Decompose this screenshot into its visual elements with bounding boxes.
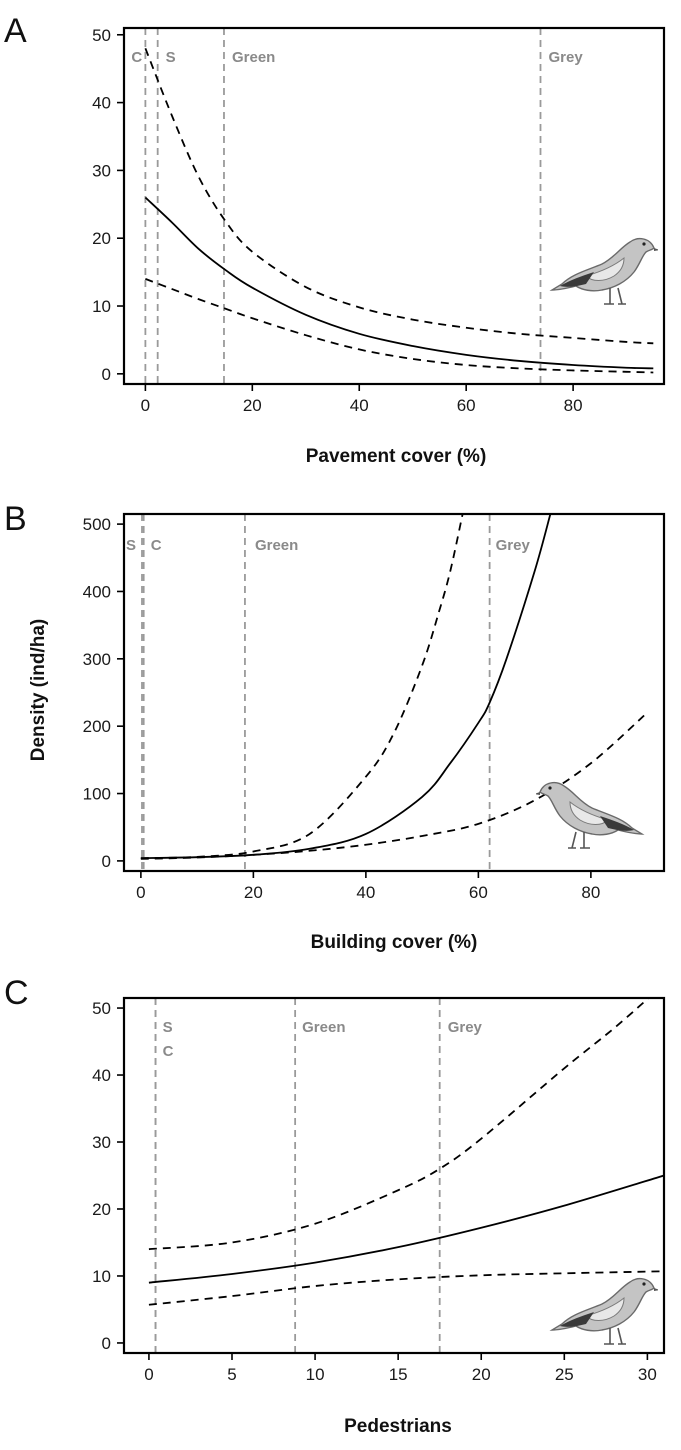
panel-b-x-axis-title: Building cover (%) bbox=[311, 932, 478, 953]
panel-a-x-axis-title: Pavement cover (%) bbox=[306, 446, 487, 467]
y-tick-label: 400 bbox=[83, 582, 111, 601]
panel-b-plot-area bbox=[140, 514, 648, 871]
y-tick-label: 500 bbox=[83, 515, 111, 534]
panel-b: B 0 100 200 300 400 500 0 20 40 60 80 Building co… bbox=[4, 500, 666, 953]
y-tick-label: 10 bbox=[92, 297, 111, 316]
reference-label-grey: Grey bbox=[448, 1019, 483, 1036]
y-tick-label: 100 bbox=[83, 785, 111, 804]
panel-c: C 0 10 20 30 40 50 0 5 10 15 20 25 30 Pedestrians S… bbox=[4, 974, 666, 1437]
panel-a-x-axis: 0 20 40 60 80 bbox=[141, 384, 583, 415]
panel-letter-c: C bbox=[4, 974, 29, 1012]
x-tick-label: 80 bbox=[581, 883, 600, 902]
x-tick-label: 10 bbox=[306, 1365, 325, 1384]
confidence-bound-line bbox=[148, 998, 650, 1251]
confidence-bound-line bbox=[140, 712, 648, 860]
y-tick-label: 10 bbox=[92, 1267, 111, 1286]
x-tick-label: 0 bbox=[136, 883, 145, 902]
x-tick-label: 0 bbox=[144, 1365, 153, 1384]
panel-b-x-axis: 0 20 40 60 80 bbox=[136, 871, 600, 902]
panel-letter-a: A bbox=[4, 12, 27, 50]
reference-label-c: C bbox=[131, 49, 142, 66]
confidence-bound-line bbox=[144, 48, 654, 345]
x-tick-label: 20 bbox=[243, 396, 262, 415]
y-tick-label: 20 bbox=[92, 1200, 111, 1219]
y-tick-label: 0 bbox=[102, 1334, 111, 1353]
reference-label-c: C bbox=[151, 537, 162, 554]
bird-icon bbox=[551, 237, 658, 305]
x-tick-label: 40 bbox=[356, 883, 375, 902]
bird-icon bbox=[551, 1277, 658, 1345]
x-tick-label: 60 bbox=[457, 396, 476, 415]
fitted-line bbox=[148, 1174, 664, 1284]
x-tick-label: 5 bbox=[227, 1365, 236, 1384]
reference-label-grey: Grey bbox=[496, 537, 531, 554]
y-tick-label: 30 bbox=[92, 161, 111, 180]
x-tick-label: 30 bbox=[638, 1365, 657, 1384]
fitted-line bbox=[144, 196, 654, 370]
confidence-bound-line bbox=[140, 514, 464, 860]
y-tick-label: 300 bbox=[83, 650, 111, 669]
reference-label-green: Green bbox=[302, 1019, 345, 1036]
confidence-bound-line bbox=[148, 1270, 664, 1306]
reference-label-c: C bbox=[163, 1043, 174, 1060]
y-tick-label: 30 bbox=[92, 1133, 111, 1152]
y-tick-label: 0 bbox=[102, 852, 111, 871]
panel-b-frame bbox=[122, 512, 666, 873]
panel-c-x-axis: 0 5 10 15 20 25 30 bbox=[144, 1353, 657, 1384]
x-tick-label: 20 bbox=[244, 883, 263, 902]
reference-label-green: Green bbox=[232, 49, 275, 66]
reference-label-s: S bbox=[126, 537, 136, 554]
panel-b-y-axis-title: Density (ind/ha) bbox=[28, 619, 49, 762]
panel-c-frame bbox=[122, 996, 666, 1355]
x-tick-label: 40 bbox=[350, 396, 369, 415]
confidence-bound-line bbox=[145, 278, 654, 374]
y-tick-label: 50 bbox=[92, 26, 111, 45]
panel-letter-b: B bbox=[4, 500, 27, 538]
x-tick-label: 0 bbox=[141, 396, 150, 415]
panel-a-y-axis: 0 10 20 30 40 50 bbox=[92, 26, 124, 384]
bird-icon bbox=[536, 781, 643, 849]
panel-a: A 0 10 20 30 40 50 0 20 40 60 80 Pavement cover (… bbox=[4, 12, 666, 467]
panel-b-y-axis: 0 100 200 300 400 500 bbox=[83, 515, 124, 871]
x-tick-label: 80 bbox=[564, 396, 583, 415]
reference-label-s: S bbox=[166, 49, 176, 66]
panel-c-x-axis-title: Pedestrians bbox=[344, 1416, 452, 1437]
x-tick-label: 25 bbox=[555, 1365, 574, 1384]
reference-label-s: S bbox=[163, 1019, 173, 1036]
x-tick-label: 15 bbox=[389, 1365, 408, 1384]
x-tick-label: 60 bbox=[469, 883, 488, 902]
panel-a-plot-area bbox=[144, 28, 654, 384]
reference-label-green: Green bbox=[255, 537, 298, 554]
y-tick-label: 200 bbox=[83, 717, 111, 736]
panel-c-plot-area bbox=[148, 998, 664, 1353]
reference-label-grey: Grey bbox=[548, 49, 583, 66]
x-tick-label: 20 bbox=[472, 1365, 491, 1384]
y-tick-label: 50 bbox=[92, 999, 111, 1018]
fitted-line bbox=[140, 514, 552, 860]
y-tick-label: 20 bbox=[92, 229, 111, 248]
panel-a-frame bbox=[122, 26, 666, 386]
y-tick-label: 0 bbox=[102, 365, 111, 384]
y-tick-label: 40 bbox=[92, 94, 111, 113]
panel-c-y-axis: 0 10 20 30 40 50 bbox=[92, 999, 124, 1353]
y-tick-label: 40 bbox=[92, 1066, 111, 1085]
